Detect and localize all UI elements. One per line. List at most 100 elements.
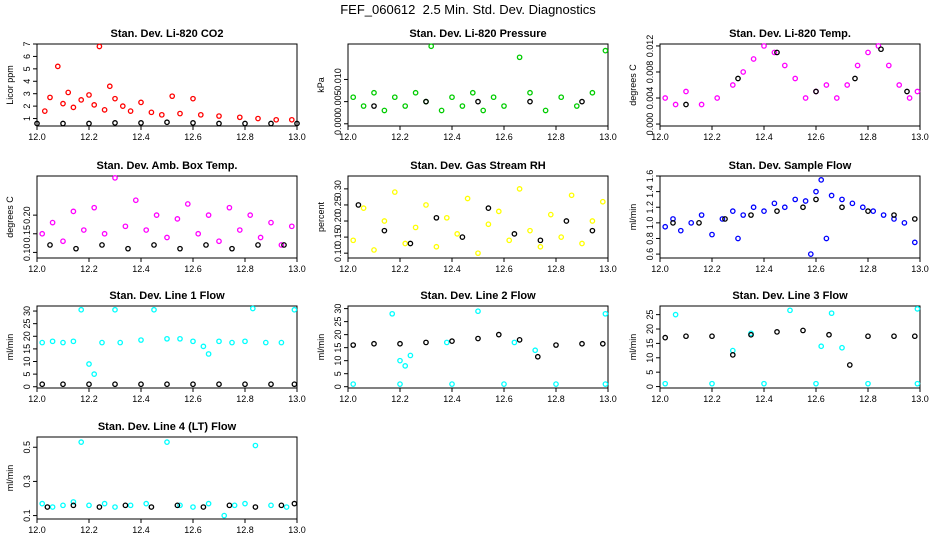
data-point [164,381,170,388]
data-point [195,230,202,237]
data-point [709,231,715,238]
data-point [216,381,222,388]
chart-panel: Stan. Dev. Li-820 Pressure kPa 12.0 12.2 12.… [316,28,617,142]
data-point [501,103,507,109]
y-tick-label: 0.25 [333,196,343,214]
data-point [112,95,118,102]
data-point [231,502,238,509]
data-point [49,219,56,226]
data-point [878,46,884,53]
data-point [914,88,921,95]
y-tick-label: 6 [22,54,32,59]
x-tick-label: 12.4 [132,264,150,274]
data-point [184,201,191,207]
data-point [672,311,679,318]
data-point [813,196,819,203]
data-point [748,212,754,218]
x-tick-label: 12.8 [236,525,254,535]
plot-frame [36,305,298,389]
data-point [438,107,445,114]
data-point [96,504,103,510]
data-point [407,352,414,359]
y-tick-label: 1.2 [645,201,655,214]
data-point [740,69,747,75]
data-point [70,499,77,505]
data-point [662,334,669,341]
data-point [885,62,892,69]
x-tick-label: 12.6 [495,132,513,142]
data-point [865,380,871,387]
data-point [602,47,609,54]
data-point [101,230,108,237]
data-point [729,208,736,214]
data-point [568,192,575,199]
y-tick-label: 0.010 [333,68,343,91]
y-tick-label: 5 [333,371,343,376]
y-tick-label: 0.005 [333,90,343,113]
data-point [423,98,429,105]
data-point [205,351,212,357]
data-point [242,381,248,388]
data-point [495,331,502,338]
data-point [459,103,466,109]
data-point [397,381,403,387]
data-point [870,208,877,214]
x-tick-label: 12.8 [859,132,877,142]
data-point [273,116,280,123]
data-point [904,88,910,95]
data-point [579,98,585,105]
data-point [688,220,695,226]
data-point [39,500,46,507]
data-point [865,208,871,214]
data-point [174,502,181,509]
data-point [371,103,377,109]
plot-frame [36,43,298,127]
data-point [698,101,705,108]
x-tick-label: 12.0 [339,394,357,404]
data-point [449,94,455,101]
data-point [203,242,209,248]
data-point [197,111,204,118]
data-point [381,218,388,224]
data-point [683,333,689,340]
data-point [91,371,98,377]
data-point [602,310,609,317]
data-point [589,89,596,96]
data-point [221,512,228,519]
y-tick-label: 30 [333,304,343,314]
data-point [443,339,450,346]
x-tick-label: 12.4 [755,264,773,274]
x-tick-label: 12.6 [184,132,202,142]
data-point [771,49,778,56]
data-point [190,120,196,126]
data-point [750,204,757,211]
data-point [96,43,103,50]
data-point [132,197,139,204]
chart-title: Stan. Dev. Gas Stream RH [410,160,546,172]
data-point [527,89,533,96]
data-point [792,75,799,82]
y-tick-label: 1.6 [645,170,655,183]
data-point [49,338,56,345]
data-point [164,234,170,241]
data-point [268,219,274,226]
data-point [433,243,440,250]
y-tick-label: 0.10 [333,244,343,262]
data-point [433,214,440,221]
x-tick-label: 12.0 [651,394,669,404]
data-point [164,439,170,445]
data-point [127,108,134,114]
data-point [412,89,419,96]
x-tick-label: 13.0 [911,132,929,142]
data-point [226,502,233,509]
data-point [255,242,261,248]
data-point [662,223,669,230]
data-point [914,380,921,387]
data-point [397,340,403,347]
x-tick-label: 13.0 [288,132,306,142]
y-tick-label: 1.4 [645,185,655,198]
data-point [281,242,287,248]
data-point [423,339,429,346]
y-tick-label: 7 [22,41,32,46]
data-point [729,352,736,358]
